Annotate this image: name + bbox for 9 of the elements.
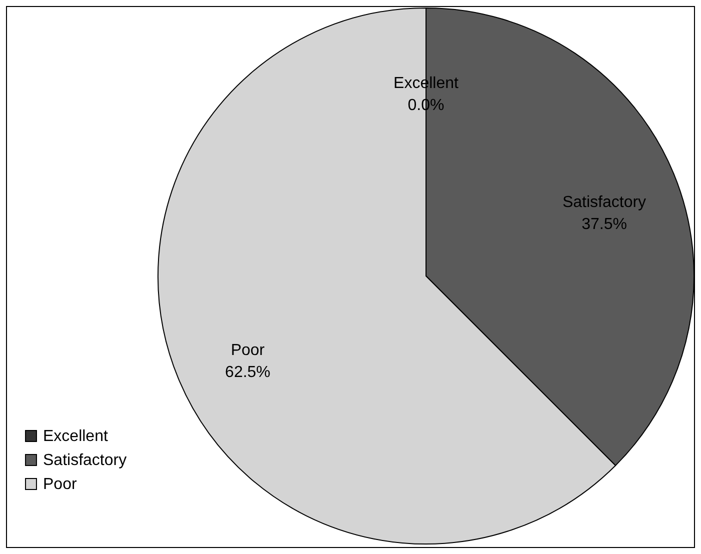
slice-label: Poor — [230, 342, 266, 359]
legend-label: Poor — [43, 476, 78, 493]
slice-label: Satisfactory — [562, 194, 646, 212]
category-label: Excellent — [394, 75, 458, 92]
data-label: 62.5% — [225, 364, 270, 381]
legend-label: Satisfactory — [43, 452, 127, 469]
data-label: 37.5% — [582, 216, 627, 234]
text: 0.0% — [408, 97, 444, 114]
legend-label: Excellent — [43, 428, 108, 445]
